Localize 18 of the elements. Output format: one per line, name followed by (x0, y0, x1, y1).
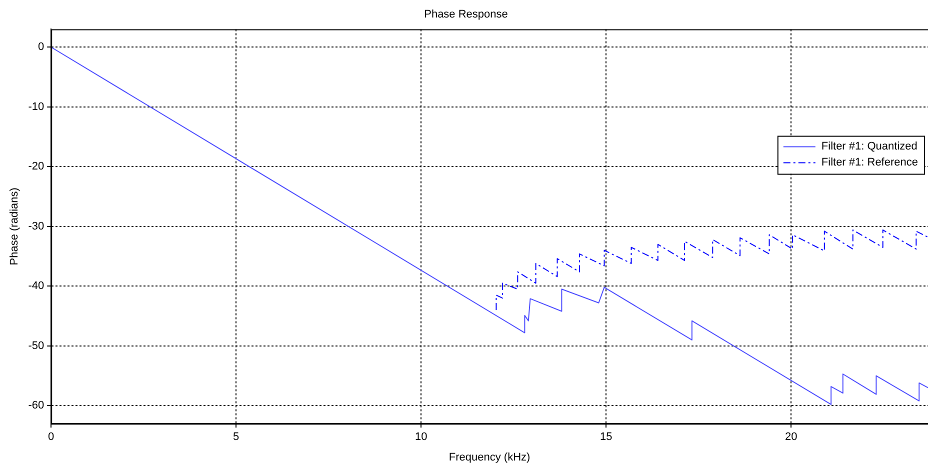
line-series (496, 229, 928, 311)
y-tick-label: 0 (38, 41, 44, 54)
x-tick-label: 20 (784, 431, 798, 444)
legend-label: Filter #1: Quantized (821, 140, 918, 153)
y-axis-title: Phase (radians) (8, 188, 21, 266)
legend-label: Filter #1: Reference (821, 156, 918, 169)
x-tick-label: 0 (48, 431, 54, 444)
x-axis-title: Frequency (kHz) (448, 451, 530, 464)
chart-title: Phase Response (424, 8, 508, 21)
y-tick-label: -30 (28, 220, 44, 232)
x-tick-label: 15 (600, 431, 612, 444)
x-tick-label: 10 (414, 431, 428, 444)
y-tick-label: -10 (28, 100, 44, 113)
y-tick-label: -50 (28, 340, 44, 352)
y-tick-label: -60 (28, 400, 44, 412)
y-tick-label: -40 (28, 280, 44, 292)
x-tick-label: 5 (233, 431, 240, 444)
y-tick-label: -20 (28, 160, 44, 173)
